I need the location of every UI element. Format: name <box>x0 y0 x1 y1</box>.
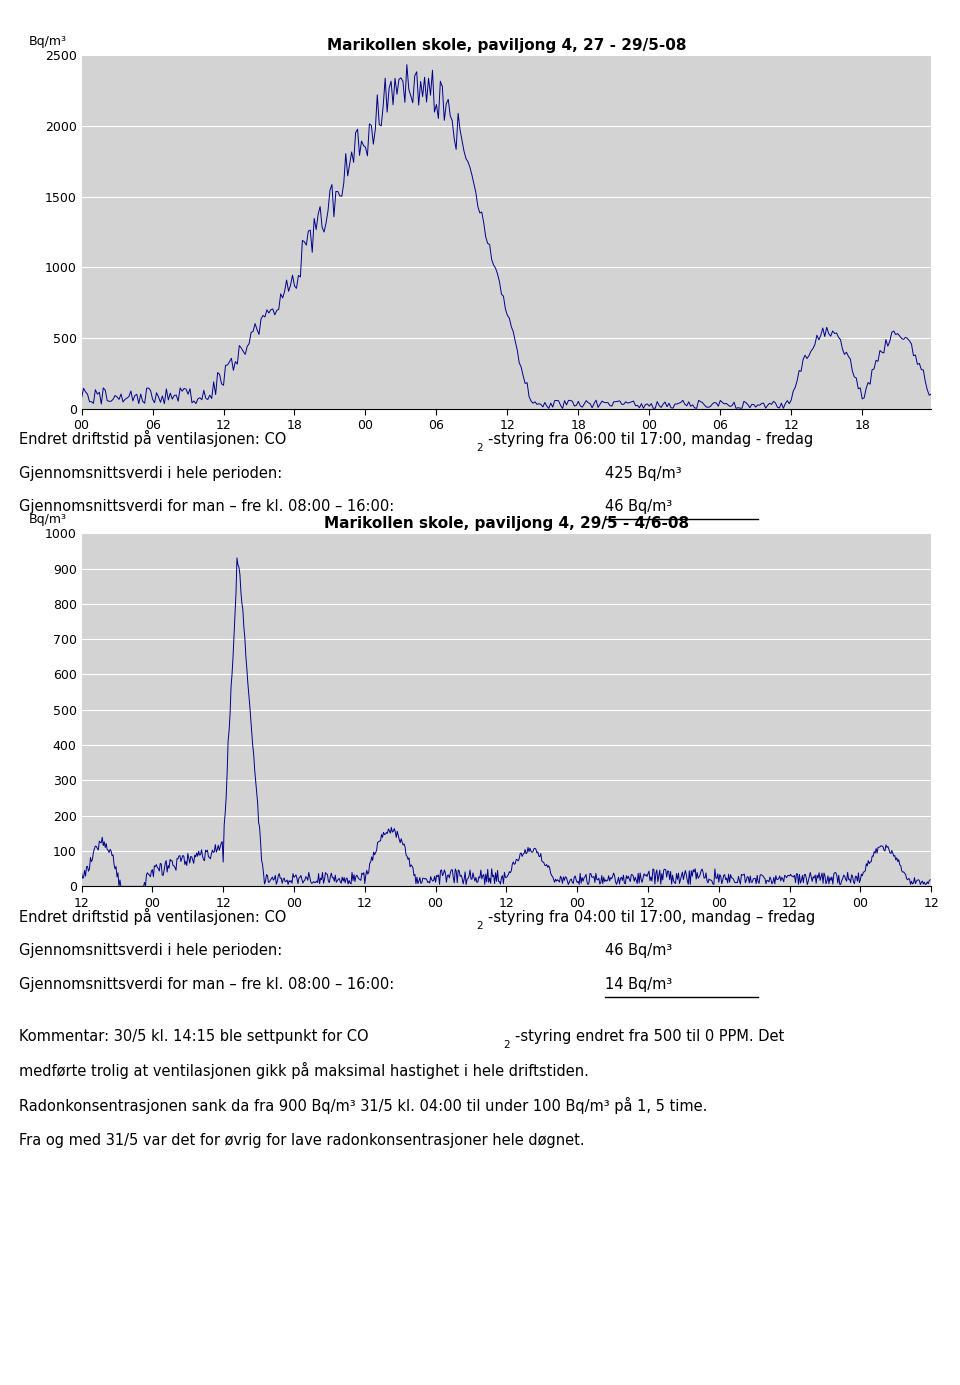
Text: medførte trolig at ventilasjonen gikk på maksimal hastighet i hele driftstiden.: medførte trolig at ventilasjonen gikk på… <box>19 1062 589 1079</box>
Text: Endret driftstid på ventilasjonen: CO: Endret driftstid på ventilasjonen: CO <box>19 909 287 925</box>
Text: Fra og med 31/5 var det for øvrig for lave radonkonsentrasjoner hele døgnet.: Fra og med 31/5 var det for øvrig for la… <box>19 1133 585 1148</box>
Text: Kommentar: 30/5 kl. 14:15 ble settpunkt for CO: Kommentar: 30/5 kl. 14:15 ble settpunkt … <box>19 1029 369 1044</box>
Text: -styring fra 06:00 til 17:00, mandag - fredag: -styring fra 06:00 til 17:00, mandag - f… <box>488 432 813 447</box>
Text: -styring fra 04:00 til 17:00, mandag – fredag: -styring fra 04:00 til 17:00, mandag – f… <box>488 910 815 925</box>
Text: 2: 2 <box>476 443 483 453</box>
Text: 2: 2 <box>503 1040 510 1050</box>
Text: 2: 2 <box>476 921 483 931</box>
Text: Bq/m³: Bq/m³ <box>29 514 67 526</box>
Title: Marikollen skole, paviljong 4, 29/5 - 4/6-08: Marikollen skole, paviljong 4, 29/5 - 4/… <box>324 515 689 530</box>
Text: Endret driftstid på ventilasjonen: CO: Endret driftstid på ventilasjonen: CO <box>19 431 287 447</box>
Text: 46 Bq/m³: 46 Bq/m³ <box>605 943 672 958</box>
Text: 425 Bq/m³: 425 Bq/m³ <box>605 465 682 481</box>
Text: 14 Bq/m³: 14 Bq/m³ <box>605 976 672 992</box>
Text: Gjennomsnittsverdi i hele perioden:: Gjennomsnittsverdi i hele perioden: <box>19 943 282 958</box>
Text: Gjennomsnittsverdi for man – fre kl. 08:00 – 16:00:: Gjennomsnittsverdi for man – fre kl. 08:… <box>19 499 395 514</box>
Text: Radonkonsentrasjonen sank da fra 900 Bq/m³ 31/5 kl. 04:00 til under 100 Bq/m³ på: Radonkonsentrasjonen sank da fra 900 Bq/… <box>19 1097 708 1114</box>
Text: Gjennomsnittsverdi for man – fre kl. 08:00 – 16:00:: Gjennomsnittsverdi for man – fre kl. 08:… <box>19 976 395 992</box>
Text: 46 Bq/m³: 46 Bq/m³ <box>605 499 672 514</box>
Title: Marikollen skole, paviljong 4, 27 - 29/5-08: Marikollen skole, paviljong 4, 27 - 29/5… <box>326 37 686 53</box>
Text: Bq/m³: Bq/m³ <box>29 36 67 48</box>
Text: -styring endret fra 500 til 0 PPM. Det: -styring endret fra 500 til 0 PPM. Det <box>515 1029 783 1044</box>
Text: Gjennomsnittsverdi i hele perioden:: Gjennomsnittsverdi i hele perioden: <box>19 465 282 481</box>
